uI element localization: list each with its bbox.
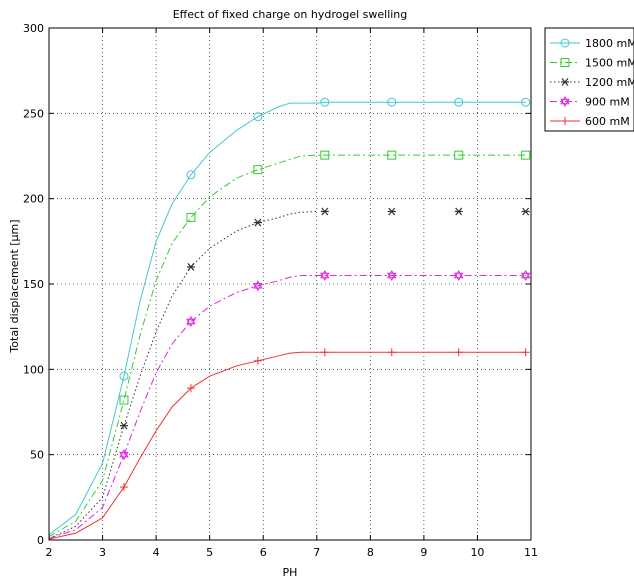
legend-entry: 900 mM [550,96,630,109]
x-tick-label: 2 [46,546,53,559]
data-point [454,348,463,357]
data-point [186,384,195,393]
series-line [48,351,526,540]
legend-label: 900 mM [585,96,630,109]
data-point [253,165,263,175]
series-1500-mm [48,150,531,538]
axis-ticks: 2 3 4 5 6 7 8 9 10 11 0 50 100 150 200 250 300 [23,22,538,559]
series-line [48,274,526,539]
data-point [386,269,397,281]
legend-marker [560,96,570,107]
y-tick-label: 0 [37,534,44,547]
legend-marker [561,117,569,125]
x-tick-label: 3 [99,546,106,559]
series-line [48,101,526,536]
data-point [454,207,463,216]
data-point [253,112,263,122]
data-point [186,170,196,180]
data-point [119,483,128,492]
y-tick-label: 250 [23,107,44,120]
data-point [387,97,397,107]
legend-marker [561,78,569,86]
data-point [521,150,531,160]
y-tick-label: 150 [23,278,44,291]
x-tick-label: 5 [206,546,213,559]
series-900-mm [48,269,531,539]
chart-title: Effect of fixed charge on hydrogel swell… [173,8,408,21]
data-point [119,371,129,381]
legend-label: 1800 mM [585,37,634,50]
data-point [119,421,128,430]
data-point [454,97,464,107]
grid [49,28,531,540]
y-tick-label: 100 [23,363,44,376]
data-point [186,316,196,328]
y-axis-label: Total displacement [μm] [8,219,21,353]
legend-entry: 600 mM [550,115,630,128]
data-point [119,449,129,461]
x-tick-label: 8 [367,546,374,559]
data-point [387,348,396,357]
x-axis-label: PH [283,566,298,579]
data-point [320,97,330,107]
legend-box [544,27,634,132]
plot-series [48,97,531,540]
data-point [387,150,397,160]
y-tick-label: 300 [23,22,44,35]
data-point [521,97,531,107]
data-point [521,348,530,357]
y-tick-label: 200 [23,193,44,206]
data-point [521,207,530,216]
legend-marker [560,38,570,48]
data-point [387,207,396,216]
legend-entry: 1800 mM [550,37,634,50]
legend-entry: 1200 mM [550,76,634,89]
x-tick-label: 4 [153,546,160,559]
data-point [320,348,329,357]
data-point [320,150,330,160]
data-point [253,280,263,292]
series-1800-mm [48,97,531,536]
legend-label: 1500 mM [585,57,634,70]
x-tick-label: 10 [470,546,484,559]
legend: 1800 mM 1500 mM 1200 mM 900 mM 600 mM [544,27,634,132]
y-tick-label: 50 [30,449,44,462]
data-point [253,218,262,227]
data-point [453,269,464,281]
data-point [320,207,329,216]
x-tick-label: 9 [420,546,427,559]
data-point [320,269,330,281]
legend-label: 1200 mM [585,76,634,89]
x-tick-label: 6 [260,546,267,559]
legend-entry: 1500 mM [550,57,634,70]
x-tick-label: 7 [313,546,320,559]
data-point [186,212,196,222]
series-1200-mm [48,207,530,539]
x-tick-label: 11 [524,546,538,559]
data-point [253,356,262,365]
legend-label: 600 mM [585,115,630,128]
series-600-mm [48,348,530,540]
legend-marker [560,58,570,67]
data-point [186,263,195,271]
series-line [48,154,526,538]
data-point [454,150,464,160]
data-point [520,269,531,281]
data-point [119,395,129,405]
